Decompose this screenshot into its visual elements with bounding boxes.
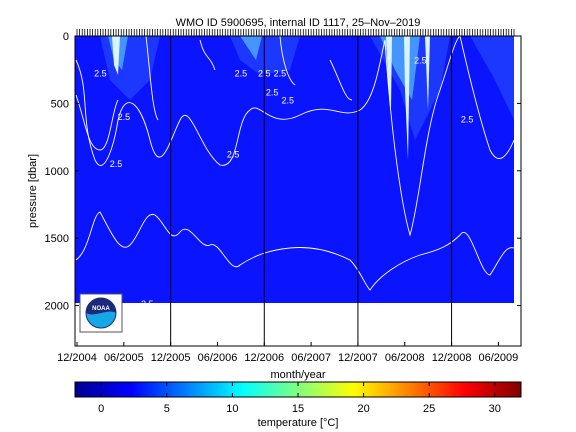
contour-label: 2.5 <box>266 88 279 98</box>
y-tick-label: 2000 <box>45 301 69 313</box>
y-tick-label: 1500 <box>45 233 69 245</box>
x-axis-label: month/year <box>270 369 325 381</box>
heatmap-field <box>75 36 515 303</box>
x-tick-label: 06/2008 <box>385 352 425 364</box>
contour-label: 2.5 <box>274 69 287 79</box>
x-tick-label: 12/2007 <box>338 352 378 364</box>
colorbar-tick-label: 10 <box>226 403 238 415</box>
colorbar-tick-label: 20 <box>357 403 369 415</box>
y-tick-label: 1000 <box>45 166 69 178</box>
colorbar-tick-label: 25 <box>423 403 435 415</box>
contour-label: 2.5 <box>110 159 123 169</box>
y-tick-label: 500 <box>51 98 69 110</box>
colorbar-tick-label: 30 <box>489 403 501 415</box>
x-tick-label: 06/2005 <box>104 352 144 364</box>
x-tick-label: 12/2005 <box>151 352 191 364</box>
noaa-logo-text: NOAA <box>92 306 110 312</box>
colorbar-tick-label: 15 <box>292 403 304 415</box>
noaa-logo: NOAA <box>79 293 123 333</box>
x-tick-label: 12/2008 <box>432 352 472 364</box>
x-tick-label: 12/2006 <box>244 352 284 364</box>
colorbar: 0 5 10 15 20 25 30 temperature [°C] <box>74 381 522 429</box>
contour-label: 2.5 <box>414 55 427 65</box>
colorbar-label: temperature [°C] <box>258 417 339 429</box>
contour-label: 2.5 <box>461 115 474 125</box>
colorbar-tick-label: 0 <box>98 403 104 415</box>
x-axis: 12/2004 06/2005 12/2005 06/2006 12/2006 06/20… <box>57 342 518 364</box>
contour-label: 2.5 <box>118 112 131 122</box>
year-boundaries <box>170 36 453 346</box>
contour-label: 2.5 <box>235 69 248 79</box>
x-tick-label: 06/2009 <box>479 352 519 364</box>
x-tick-label: 12/2004 <box>57 352 97 364</box>
y-axis-label: pressure [dbar] <box>27 154 39 228</box>
colorbar-tick-label: 5 <box>164 403 170 415</box>
colorbar-ticks: 0 5 10 15 20 25 30 <box>98 382 501 415</box>
x-tick-label: 06/2007 <box>291 352 331 364</box>
y-tick-label: 0 <box>63 31 69 43</box>
plot-area: 2.52.52.52.52.52.5 2.52.52.52.52.52.5 NOA… <box>74 29 522 347</box>
contour-label: 2.5 <box>141 299 154 309</box>
chart-title: WMO ID 5900695, internal ID 1117, 25–Nov… <box>176 17 421 29</box>
contour-label: 2.5 <box>281 96 294 106</box>
y-axis: 0 500 1000 1500 2000 <box>45 31 521 313</box>
contour-label: 2.5 <box>94 69 107 79</box>
x-tick-label: 06/2006 <box>198 352 238 364</box>
contour-label: 2.5 <box>227 150 240 160</box>
profile-ticks <box>76 29 515 36</box>
